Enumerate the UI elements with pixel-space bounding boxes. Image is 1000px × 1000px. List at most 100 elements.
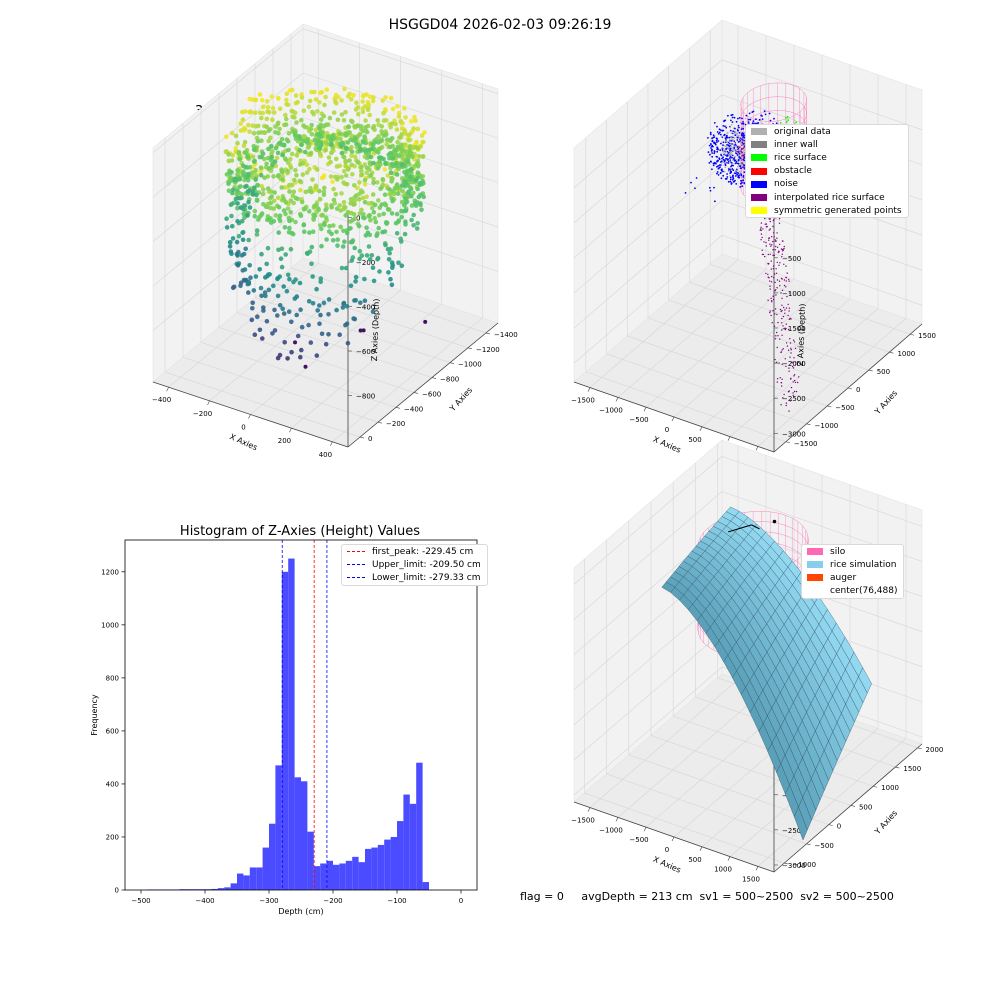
data-point bbox=[306, 322, 311, 328]
data-point bbox=[375, 231, 380, 236]
data-point bbox=[247, 129, 252, 134]
data-point bbox=[307, 209, 312, 214]
data-point bbox=[240, 163, 246, 168]
data-point bbox=[297, 178, 303, 184]
data-point bbox=[317, 303, 322, 308]
data-point bbox=[337, 203, 343, 208]
data-point bbox=[354, 193, 359, 198]
z-tick-label: −400 bbox=[356, 304, 375, 312]
data-point bbox=[257, 267, 263, 272]
data-point bbox=[263, 293, 268, 299]
data-point bbox=[360, 195, 366, 201]
data-point bbox=[248, 275, 253, 281]
data-point bbox=[280, 177, 286, 182]
grid-line bbox=[302, 161, 499, 228]
x-tick bbox=[615, 817, 619, 822]
data-point bbox=[281, 311, 287, 316]
data-point bbox=[370, 192, 376, 197]
data-point bbox=[235, 168, 240, 173]
data-point bbox=[318, 279, 324, 285]
data-point bbox=[254, 198, 260, 203]
data-point bbox=[246, 237, 251, 243]
data-point bbox=[369, 205, 375, 211]
data-point bbox=[356, 223, 362, 229]
data-point bbox=[255, 183, 260, 188]
grid-line bbox=[152, 28, 304, 153]
data-point bbox=[384, 220, 390, 226]
data-point bbox=[334, 206, 340, 211]
y-tick-label: −400 bbox=[404, 405, 423, 413]
data-point bbox=[294, 294, 300, 299]
data-point bbox=[348, 283, 354, 289]
data-point bbox=[242, 203, 248, 208]
legend-swatch bbox=[807, 574, 823, 582]
x-tick-label: 200 bbox=[278, 437, 291, 445]
data-point bbox=[283, 252, 289, 257]
data-point bbox=[282, 225, 288, 230]
data-point bbox=[252, 213, 258, 219]
data-point bbox=[304, 170, 310, 175]
data-point bbox=[326, 155, 332, 160]
data-point bbox=[343, 213, 349, 218]
y-tick bbox=[806, 843, 811, 846]
data-point bbox=[271, 219, 277, 224]
data-point bbox=[362, 276, 367, 282]
data-point bbox=[314, 286, 319, 292]
data-point bbox=[323, 202, 329, 207]
data-point bbox=[284, 288, 290, 294]
data-point bbox=[257, 327, 263, 333]
data-point bbox=[321, 300, 327, 306]
y-tick bbox=[850, 805, 856, 807]
data-point bbox=[268, 200, 274, 206]
data-point bbox=[340, 244, 346, 249]
x-tick-label: 500 bbox=[688, 856, 701, 864]
data-point bbox=[230, 236, 236, 241]
data-point bbox=[265, 245, 271, 251]
data-point bbox=[349, 153, 354, 159]
data-point bbox=[403, 219, 408, 224]
center-marker bbox=[772, 519, 777, 524]
data-point bbox=[365, 230, 371, 235]
data-point bbox=[349, 162, 355, 168]
data-point bbox=[240, 237, 246, 243]
y-tick-label: 1500 bbox=[903, 765, 921, 773]
y-tick-label: 1000 bbox=[881, 784, 899, 792]
data-point bbox=[229, 158, 235, 163]
data-point bbox=[224, 225, 230, 230]
data-point bbox=[385, 246, 391, 252]
data-point bbox=[246, 171, 251, 177]
data-point bbox=[264, 261, 270, 267]
data-point bbox=[229, 213, 234, 219]
data-point bbox=[272, 190, 277, 195]
data-point bbox=[276, 230, 282, 235]
data-point bbox=[371, 209, 377, 215]
data-point bbox=[323, 215, 329, 220]
data-point bbox=[266, 287, 272, 293]
data-point bbox=[308, 185, 313, 191]
legend-label: silo bbox=[830, 546, 846, 557]
data-point bbox=[275, 293, 281, 299]
data-point bbox=[357, 211, 363, 216]
data-point bbox=[335, 237, 341, 242]
data-point bbox=[285, 356, 290, 361]
data-point bbox=[251, 159, 257, 164]
data-point bbox=[301, 222, 307, 228]
data-point bbox=[362, 298, 368, 304]
data-point bbox=[290, 193, 296, 199]
legend-label: rice simulation bbox=[830, 559, 897, 570]
data-point bbox=[370, 265, 376, 271]
data-point bbox=[289, 319, 294, 325]
data-point bbox=[238, 280, 244, 286]
data-point bbox=[294, 173, 299, 178]
y-tick-label: 500 bbox=[859, 803, 872, 811]
data-point bbox=[271, 198, 277, 204]
data-point bbox=[368, 217, 373, 223]
x-tick bbox=[727, 856, 731, 861]
data-point bbox=[362, 182, 368, 187]
legend-label: auger bbox=[830, 572, 857, 583]
data-point bbox=[382, 192, 388, 197]
data-point bbox=[334, 229, 339, 235]
data-point bbox=[343, 265, 349, 271]
data-point bbox=[323, 341, 329, 347]
